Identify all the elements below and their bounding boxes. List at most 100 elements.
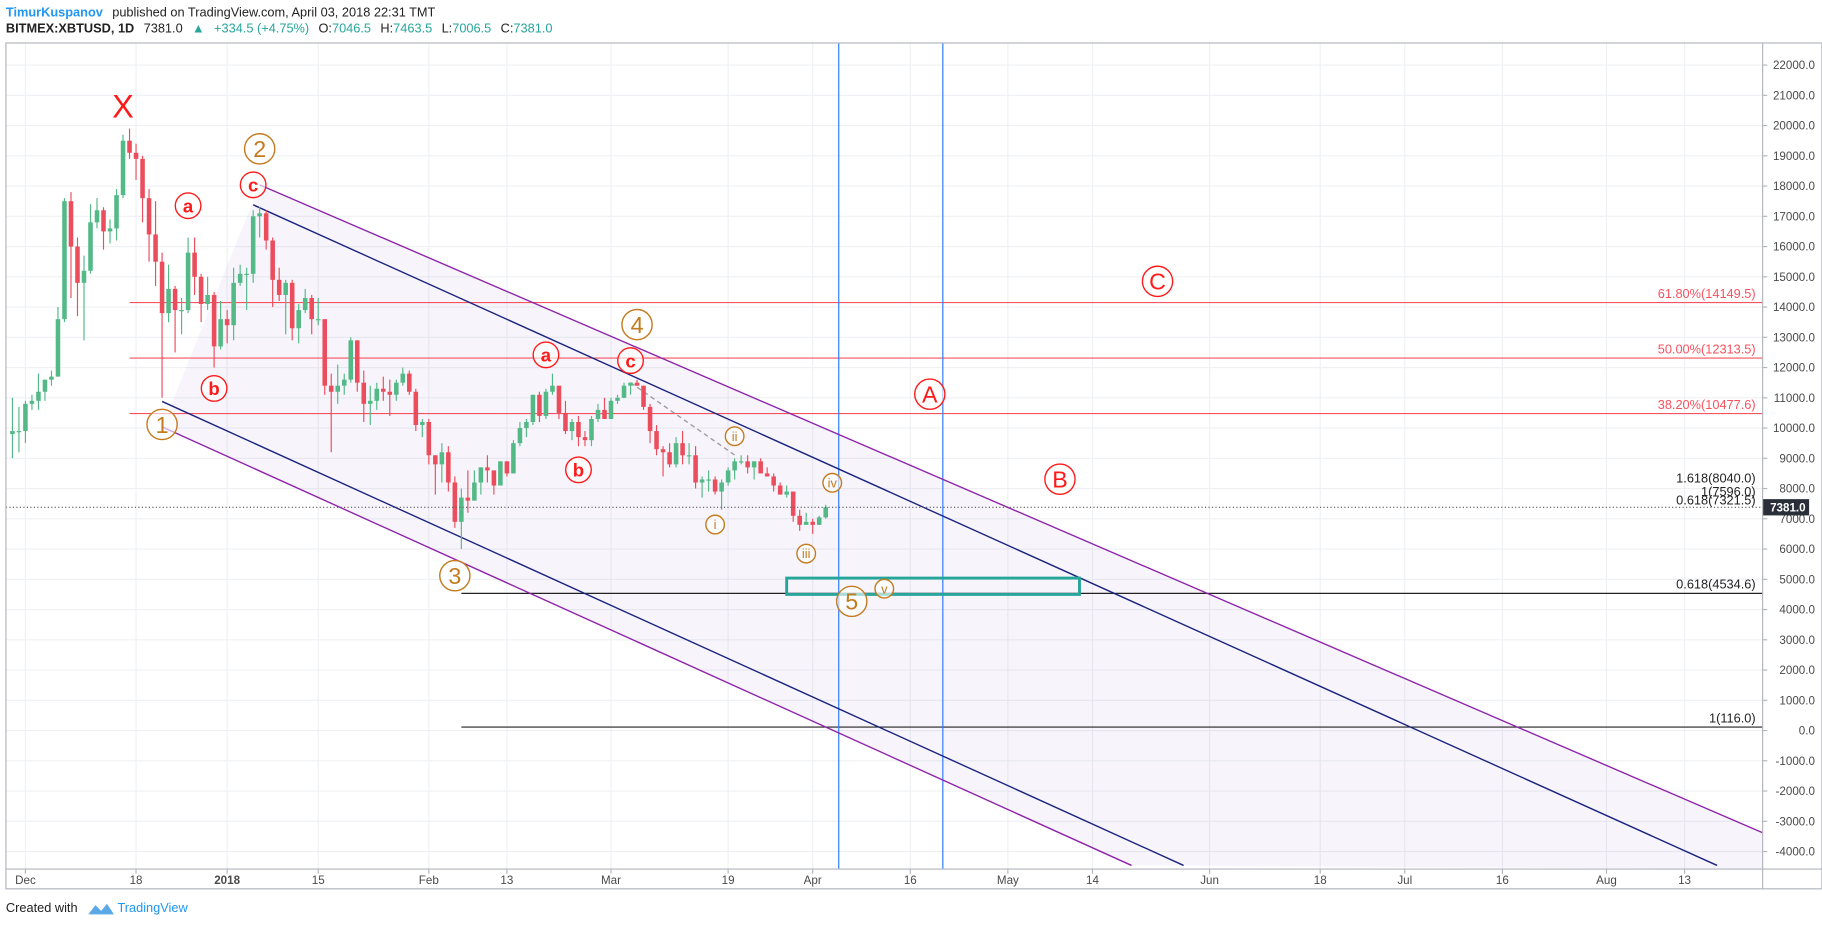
candle-body <box>439 452 445 465</box>
x-tick-label: Jul <box>1397 874 1412 887</box>
candle-body <box>758 461 763 474</box>
candle-body <box>127 140 132 153</box>
candle-body <box>543 391 549 416</box>
candle-body <box>699 479 705 483</box>
candle-body <box>309 297 314 320</box>
candle-body <box>140 158 145 199</box>
y-tick-label: 11000.0 <box>1774 392 1815 405</box>
candle-body <box>205 294 210 305</box>
wave-label: 3 <box>448 563 461 589</box>
candle-body <box>335 385 341 392</box>
x-tick-label: Feb <box>419 874 439 887</box>
candle-body <box>42 379 48 392</box>
candle-body <box>192 252 197 277</box>
candle-body <box>211 294 217 347</box>
x-tick-label: 13 <box>1678 874 1691 887</box>
candle-body <box>589 418 594 441</box>
direction: ▲ <box>192 21 205 36</box>
wave-circle <box>243 133 276 165</box>
wave-label: b <box>573 459 584 480</box>
x-tick-label: Aug <box>1596 874 1617 887</box>
candle-body <box>153 234 158 262</box>
candle-body <box>244 273 249 275</box>
candle-body <box>693 455 698 483</box>
candle-body <box>738 461 744 463</box>
wave-circle <box>705 514 726 535</box>
channel-shade <box>162 184 1763 870</box>
symbol: BITMEX:XBTUSD, 1D <box>6 21 134 36</box>
candle-body <box>621 385 627 398</box>
ohlc-value: 7463.5 <box>393 21 432 36</box>
author[interactable]: TimurKuspanov <box>6 4 104 19</box>
wave-label: iv <box>828 475 838 490</box>
candle-body <box>394 382 399 395</box>
candle-body <box>263 213 269 241</box>
ohlc-key: L: <box>442 21 453 36</box>
candle-body <box>628 382 633 386</box>
wave-circle <box>724 426 745 447</box>
candle-body <box>94 210 100 223</box>
candle-body <box>62 201 67 320</box>
wave-label: ii <box>732 429 738 444</box>
y-tick-label: 7000.0 <box>1779 513 1815 526</box>
x-tick-label: 19 <box>722 874 735 887</box>
y-tick-label: 1000.0 <box>1779 694 1815 707</box>
candle-body <box>198 276 204 305</box>
candle-body <box>517 428 523 444</box>
level-label: 0.618(7321.5) <box>1676 492 1756 507</box>
wave-label: 2 <box>253 136 266 162</box>
candle-body <box>524 421 529 429</box>
y-tick-label: 13000.0 <box>1773 331 1815 344</box>
candle-body <box>797 515 802 525</box>
candle-body <box>361 382 367 404</box>
x-tick-label: Apr <box>804 874 822 887</box>
ohlc-key: O: <box>319 21 332 36</box>
y-tick-label: 2000.0 <box>1779 664 1815 677</box>
candle-body <box>608 400 614 419</box>
candle-body <box>341 379 347 386</box>
wave-label: c <box>625 350 635 371</box>
wave-circle <box>874 578 895 599</box>
candle-body <box>491 470 497 486</box>
candle-body <box>348 340 354 380</box>
candle-body <box>790 491 796 516</box>
y-tick-label: 17000.0 <box>1773 210 1815 223</box>
wave-circle <box>239 171 267 199</box>
candle-body <box>16 431 22 433</box>
candle-body <box>426 421 432 456</box>
candle-body <box>101 210 106 232</box>
candle-body <box>23 403 28 432</box>
candle-body <box>719 482 724 492</box>
axes: -4000.0 -3000.0 -2000.0 -1000.0 0.0 1000.0 200… <box>15 59 1815 887</box>
candle-body <box>771 476 776 486</box>
candle-body <box>686 455 692 457</box>
candle-body <box>602 409 607 419</box>
candle-body <box>302 297 308 311</box>
candle-body <box>582 437 588 441</box>
candle-body <box>257 213 262 217</box>
header-line: TimurKuspanov published on TradingView.c… <box>6 4 436 19</box>
candle-body <box>595 409 601 419</box>
wave-label: c <box>248 175 258 196</box>
wave-circle <box>532 341 560 369</box>
candle-body <box>465 497 471 501</box>
wave-label: i <box>714 517 717 532</box>
x-tick-label: 18 <box>130 874 143 887</box>
wave-label: iii <box>802 546 811 561</box>
published: published on TradingView.com, April 03, … <box>112 4 435 19</box>
trend-line <box>252 204 1718 867</box>
candle-body <box>823 507 828 518</box>
wave-circle <box>1044 463 1076 495</box>
candle-body <box>764 473 770 477</box>
candle-body <box>810 521 815 525</box>
candle-body <box>751 461 757 468</box>
footer-brand[interactable]: TradingView <box>117 900 188 915</box>
trend-line <box>161 426 1132 867</box>
x-tick-label: 2018 <box>214 874 240 887</box>
y-tick-label: -1000.0 <box>1776 755 1815 768</box>
y-tick-label: -2000.0 <box>1776 785 1815 798</box>
candle-body <box>296 310 301 329</box>
wave-circle <box>564 456 592 484</box>
price-tag <box>1762 499 1810 516</box>
candle-body <box>381 388 386 392</box>
